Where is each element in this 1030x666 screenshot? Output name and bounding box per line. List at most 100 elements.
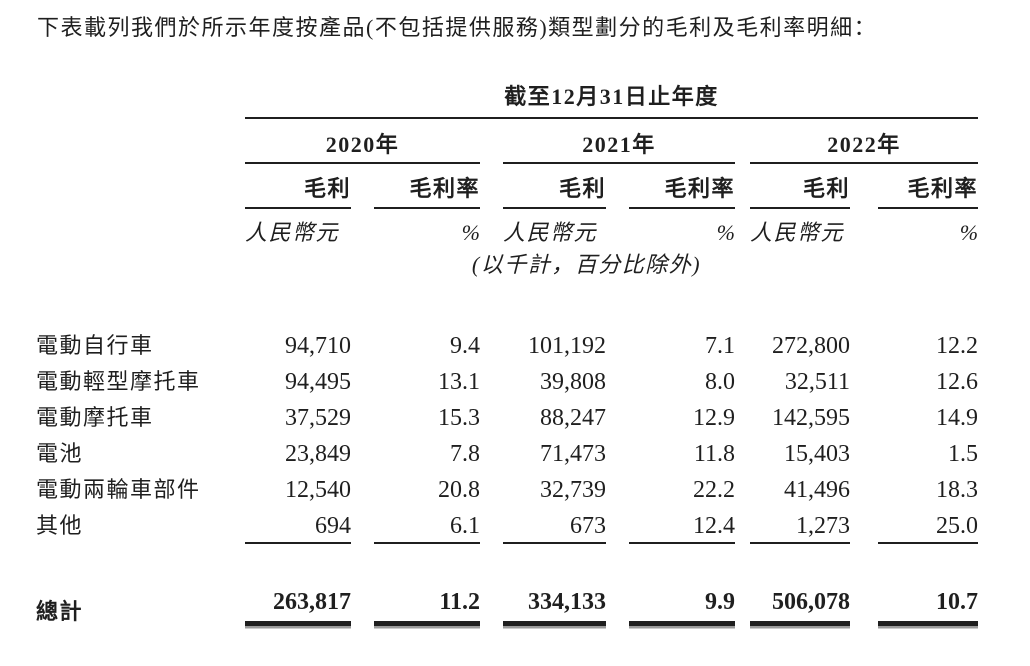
period-header-row: 截至12月31日止年度: [36, 84, 979, 119]
cell-value: 39,808: [540, 369, 606, 395]
cell-value: 12.6: [936, 369, 979, 395]
unit-label-percent: %: [716, 220, 735, 245]
cell-value: 7.8: [450, 441, 480, 467]
total-double-rule: [750, 621, 850, 626]
spacer-cell: [36, 246, 245, 278]
cell-value: 13.1: [438, 369, 480, 395]
cell-value: 94,710: [285, 333, 351, 359]
year-header-2021: 2021年: [582, 132, 656, 157]
total-double-rule: [629, 621, 735, 626]
cell-value: 20.8: [438, 477, 480, 503]
cell-value: 7.1: [705, 333, 735, 359]
units-note-cell: (以千計，百分比除外): [245, 246, 978, 278]
row-label: 電動輕型摩托車: [36, 369, 201, 394]
col-header-cell: 毛利率: [351, 164, 480, 209]
spacer-row: [36, 278, 978, 328]
column-header-row: 毛利 毛利率 毛利 毛利率: [36, 164, 979, 209]
year-rule-2022: [750, 162, 979, 164]
cell-value: 41,496: [784, 477, 850, 503]
year-header-row: 2020年 2021年 2022年: [36, 119, 979, 164]
gross-profit-table: 截至12月31日止年度 2020年 2021年 2022年: [36, 84, 979, 626]
col-header-cell: 毛利: [735, 164, 850, 209]
cell-value: 6.1: [374, 508, 480, 544]
unit-label-rmb: 人民幣元: [245, 220, 340, 245]
total-value: 11.2: [439, 589, 480, 615]
total-value: 506,078: [772, 589, 850, 615]
spacer-cell: [36, 164, 245, 209]
col-header-rule: [503, 207, 606, 209]
table-row: 電動自行車 94,710 9.4 101,192 7.1 272,800 12.…: [36, 328, 978, 364]
total-value: 9.9: [705, 589, 735, 615]
cell-value: 15.3: [438, 405, 480, 431]
unit-cell: 人民幣元: [480, 209, 606, 246]
cell-value: 12.4: [629, 508, 735, 544]
total-value: 10.7: [936, 589, 979, 615]
unit-label-rmb: 人民幣元: [503, 220, 598, 245]
unit-cell: %: [351, 209, 480, 246]
spacer-cell: [36, 278, 978, 328]
col-header-rule: [629, 207, 735, 209]
col-header-cell: 毛利率: [850, 164, 979, 209]
cell-value: 94,495: [285, 369, 351, 395]
cell-value: 37,529: [285, 405, 351, 431]
cell-value: 14.9: [936, 405, 979, 431]
col-header-cell: 毛利: [480, 164, 606, 209]
total-value: 263,817: [273, 589, 351, 615]
year-header-2020: 2020年: [325, 132, 400, 157]
cell-value: 272,800: [772, 333, 850, 359]
cell-value: 71,473: [540, 441, 606, 467]
row-label: 電動自行車: [36, 333, 154, 358]
period-header: 截至12月31日止年度: [504, 84, 719, 109]
cell-value: 8.0: [705, 369, 735, 395]
cell-value: 142,595: [772, 405, 850, 431]
row-label: 電池: [36, 441, 84, 466]
col-header-rule: [374, 207, 480, 209]
unit-cell: 人民幣元: [245, 209, 351, 246]
col-header-2020-gross-margin: 毛利率: [409, 176, 480, 201]
col-header-2020-gross-profit: 毛利: [303, 176, 351, 201]
cell-value: 1,273: [750, 508, 850, 544]
cell-value: 23,849: [285, 441, 351, 467]
unit-label-percent: %: [959, 220, 979, 245]
unit-cell: %: [850, 209, 978, 246]
unit-cell: %: [606, 209, 735, 246]
cell-value: 11.8: [693, 441, 735, 467]
cell-value: 22.2: [693, 477, 735, 503]
year-rule-2020: [245, 162, 480, 164]
year-cell-2022: 2022年: [735, 119, 979, 164]
col-header-cell: 毛利: [245, 164, 351, 209]
year-cell-2021: 2021年: [480, 119, 735, 164]
cell-value: 12.9: [693, 405, 735, 431]
col-header-cell: 毛利率: [606, 164, 735, 209]
year-header-2022: 2022年: [827, 132, 901, 157]
total-row: 總計 263,817 11.2 334,133: [36, 544, 979, 626]
cell-value: 9.4: [450, 333, 480, 359]
spacer-cell: [36, 84, 245, 119]
cell-value: 32,739: [540, 477, 606, 503]
col-header-rule: [245, 207, 351, 209]
total-double-rule: [374, 621, 480, 626]
cell-value: 12,540: [285, 477, 351, 503]
col-header-2022-gross-margin: 毛利率: [907, 176, 979, 201]
period-header-rule: [245, 117, 979, 119]
total-double-rule: [245, 621, 351, 626]
row-label: 其他: [36, 513, 84, 538]
col-header-rule: [878, 207, 979, 209]
units-note: (以千計，百分比除外): [471, 252, 702, 277]
col-header-2021-gross-profit: 毛利: [558, 176, 606, 201]
cell-value: 88,247: [540, 405, 606, 431]
cell-value: 18.3: [936, 477, 979, 503]
units-note-row: (以千計，百分比除外): [36, 246, 978, 278]
col-header-2022-gross-profit: 毛利: [802, 176, 850, 201]
year-cell-2020: 2020年: [245, 119, 480, 164]
period-header-cell: 截至12月31日止年度: [245, 84, 979, 119]
unit-label-percent: %: [461, 220, 480, 245]
total-double-rule: [503, 621, 606, 626]
table-row: 其他 694 6.1 673 12.4 1,273 25.0: [36, 508, 979, 544]
total-label: 總計: [36, 599, 84, 624]
cell-value: 12.2: [936, 333, 979, 359]
cell-value: 32,511: [784, 369, 850, 395]
table-row: 電動摩托車 37,529 15.3 88,247 12.9 142,595 14…: [36, 400, 978, 436]
spacer-cell: [36, 209, 245, 246]
